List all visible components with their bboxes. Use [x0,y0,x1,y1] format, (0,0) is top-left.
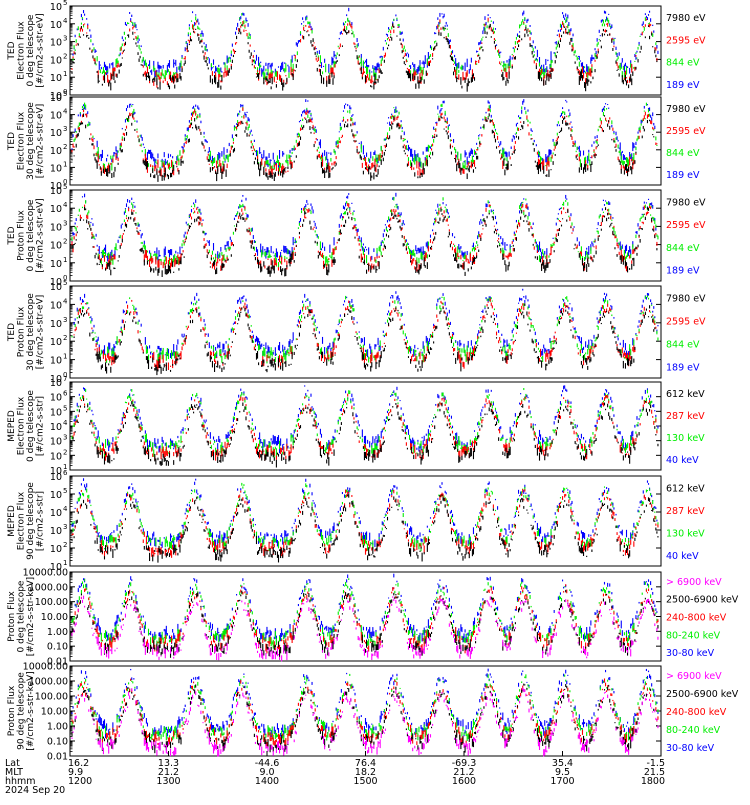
y-axis-label-line: TED [7,226,17,245]
y-tick-exponent: 3 [63,125,67,133]
y-tick-exponent: 3 [63,316,67,324]
y-axis-label-line: TED [7,41,17,60]
legend-entry: 2595 eV [666,317,706,328]
y-axis-label-line: [#/cm2-s-str-eV] [36,198,46,273]
y-tick-exponent: 3 [63,35,67,43]
legend-entry: 2595 eV [666,126,706,137]
y-tick-exponent: 1 [63,353,67,361]
y-axis-label-line: Proton Flux [17,306,27,357]
y-tick-label: 10 [50,2,62,13]
y-axis-label-line: TED [7,323,17,342]
y-tick-label: 10 [50,146,62,157]
y-tick-label: 10 [50,93,62,104]
legend-entry: 844 eV [666,340,700,351]
y-tick-label: 10 [50,337,62,348]
y-axis-label-line: [#/cm2-s-str-eV] [36,104,46,179]
y-tick-label: 10 [50,163,62,174]
y-axis-label-line: 30 deg telescope [26,102,36,180]
y-tick-exponent: 4 [63,108,68,116]
y-axis-label-line: TED [7,132,17,151]
y-tick-exponent: 2 [63,334,67,342]
y-axis-label-line: [#/cm2-s-str-eV] [36,13,46,88]
y-tick-exponent: 2 [63,52,67,60]
y-axis-label-line: 0 deg telescope [26,14,36,86]
y-tick-exponent: 4 [63,17,68,25]
y-tick-exponent: 5 [63,279,67,287]
y-tick-label: 10 [50,128,62,139]
y-tick-exponent: 1 [63,256,67,264]
legend-entry: 2595 eV [666,35,706,46]
y-tick-label: 10 [50,186,62,197]
panel-data-marks [72,8,658,92]
y-tick-exponent: 2 [63,143,67,151]
y-tick-label: 10 [50,111,62,122]
y-tick-exponent: 1 [63,70,67,78]
y-tick-label: 10 [50,38,62,49]
y-tick-exponent: 2 [63,238,67,246]
y-tick-exponent: 5 [63,183,67,191]
panel-data-marks [72,193,658,277]
y-axis-label-line: 30 deg telescope [26,293,36,371]
y-tick-label: 10 [50,241,62,252]
y-tick-label: 10 [50,259,62,270]
y-tick-label: 10 [50,55,62,66]
y-tick-label: 10 [50,222,62,233]
y-tick-label: 10 [50,282,62,293]
y-tick-exponent: 4 [63,297,68,305]
y-axis-label-line: Proton Flux [17,210,27,261]
legend-entry: 7980 eV [666,294,706,305]
legend-entry: 189 eV [666,363,700,374]
y-tick-label: 10 [50,73,62,84]
legend-entry: 189 eV [666,266,700,277]
legend-entry: 7980 eV [666,13,706,24]
y-tick-exponent: 3 [63,219,67,227]
y-tick-exponent: 4 [63,201,68,209]
y-axis-label-line: 0 deg telescope [26,199,36,271]
y-tick-label: 10 [50,319,62,330]
legend-entry: 7980 eV [666,197,706,208]
legend-entry: 2595 eV [666,220,706,231]
y-tick-label: 10 [50,20,62,31]
panel-data-marks [72,289,658,375]
legend-entry: 189 eV [666,170,700,181]
y-axis-label-line: [#/cm2-s-str-eV] [36,295,46,370]
legend-entry: 844 eV [666,148,700,159]
y-tick-exponent: 1 [63,160,67,168]
y-tick-label: 10 [50,356,62,367]
y-tick-exponent: 5 [63,90,67,98]
legend-entry: 189 eV [666,80,700,91]
panel-data-marks [72,99,657,182]
y-axis-label-line: Electron Flux [17,111,27,170]
legend-entry: 7980 eV [666,104,706,115]
y-axis-label-line: Electron Flux [17,21,27,80]
legend-entry: 844 eV [666,58,700,69]
y-tick-label: 10 [50,300,62,311]
legend-entry: 844 eV [666,243,700,254]
y-tick-label: 10 [50,204,62,215]
y-tick-exponent: 5 [63,0,67,7]
